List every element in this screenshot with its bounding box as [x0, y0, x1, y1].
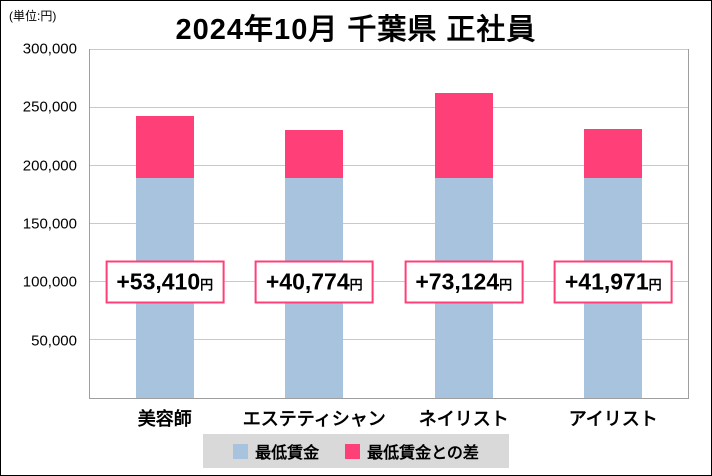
- x-axis-label: ネイリスト: [418, 409, 509, 429]
- diff-amount: +53,410: [116, 268, 201, 295]
- legend-label: 最低賃金: [255, 445, 320, 462]
- gridline: [90, 165, 688, 166]
- x-axis-label: エステティシャン: [242, 409, 386, 429]
- legend-item: 最低賃金: [233, 439, 319, 463]
- chart-title: 2024年10月 千葉県 正社員: [175, 14, 537, 46]
- diff-amount: +40,774: [265, 268, 350, 295]
- stacked-bar: [434, 50, 493, 398]
- y-tick-label: 200,000: [22, 157, 77, 175]
- diff-unit: 円: [499, 277, 513, 293]
- diff-label-box: +53,410円: [105, 260, 225, 304]
- bar-segment-diff: [584, 128, 643, 178]
- bar-column: +73,124円ネイリスト: [389, 50, 539, 429]
- y-axis: 50,000 100,000 150,000 200,000 250,000 300,00…: [1, 41, 83, 399]
- gridline: [90, 223, 688, 224]
- diff-amount: +73,124: [415, 268, 500, 295]
- gridline: [90, 281, 688, 282]
- chart-area: 50,000 100,000 150,000 200,000 250,000 300,00…: [1, 41, 711, 429]
- bar-column: +40,774円エステティシャン: [240, 50, 390, 429]
- bar-segment-diff: [285, 130, 344, 178]
- y-tick-label: 100,000: [22, 273, 77, 291]
- diff-label-box: +40,774円: [254, 260, 374, 304]
- gridline: [90, 107, 688, 108]
- diff-unit: 円: [200, 277, 214, 293]
- y-tick-label: 50,000: [31, 332, 77, 350]
- diff-label-box: +41,971円: [553, 260, 673, 304]
- bar-segment-diff: [434, 92, 493, 178]
- unit-label: (単位:円): [9, 9, 57, 23]
- bars-row: +53,410円 美容師 +40,774円 エステティシャン +73,124円 ネイリスト…: [90, 50, 689, 429]
- stacked-bar: [135, 50, 194, 398]
- x-axis-label: アイリスト: [568, 409, 658, 429]
- x-axis-label: 美容師: [137, 409, 192, 429]
- legend-label: 最低賃金との差: [367, 445, 479, 462]
- stacked-bar: [285, 50, 344, 398]
- stacked-bar: [584, 50, 643, 398]
- legend-item: 最低賃金との差: [345, 439, 479, 463]
- diff-unit: 円: [349, 277, 363, 293]
- bar-segment-diff: [135, 115, 194, 178]
- diff-label-box: +73,124円: [404, 260, 524, 304]
- legend-swatch: [233, 443, 249, 459]
- gridline: [90, 49, 688, 50]
- diff-amount: +41,971: [564, 268, 649, 295]
- diff-unit: 円: [648, 277, 662, 293]
- y-tick-label: 300,000: [22, 40, 77, 58]
- y-tick-label: 250,000: [22, 98, 77, 116]
- legend-strip: 最低賃金 最低賃金との差: [203, 434, 509, 468]
- y-tick-label: 150,000: [22, 215, 77, 233]
- legend-swatch: [345, 443, 361, 459]
- legend: 最低賃金 最低賃金との差: [1, 434, 711, 468]
- plot-area: +53,410円 美容師 +40,774円 エステティシャン +73,124円 ネイリスト…: [89, 49, 689, 429]
- bar-column: +53,410円美容師: [90, 50, 240, 429]
- gridline: [90, 339, 688, 340]
- bar-column: +41,971円アイリスト: [539, 50, 689, 429]
